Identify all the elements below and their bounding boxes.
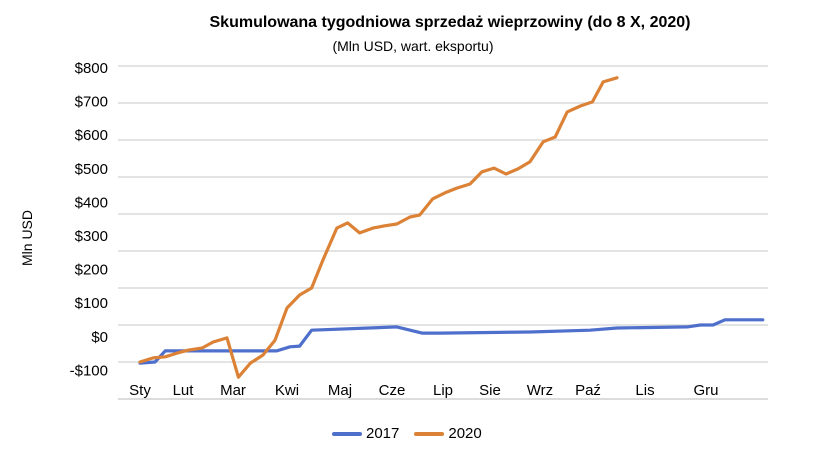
y-tick-label: $100	[75, 295, 108, 312]
y-tick-label: $400	[75, 194, 108, 211]
legend-label-2020: 2020	[448, 425, 482, 442]
x-tick-label: Lut	[173, 382, 195, 399]
series-line-2020	[138, 76, 619, 379]
legend: 2017 2020	[332, 425, 497, 442]
legend-item-2020: 2020	[414, 425, 482, 442]
x-tick-label: Maj	[328, 382, 352, 399]
legend-swatch-2020	[414, 431, 445, 436]
y-tick-label: $500	[75, 161, 108, 178]
y-axis-ticks: $800 $700 $600 $500 $400 $300 $200 $100 $0 -$100	[70, 60, 108, 379]
y-tick-label: $200	[75, 262, 108, 279]
data-series	[138, 76, 765, 379]
y-tick-label: $800	[75, 60, 108, 77]
x-tick-label: Sty	[129, 382, 151, 399]
y-tick-label: $600	[75, 127, 108, 144]
x-tick-label: Cze	[379, 382, 406, 399]
y-tick-label: $700	[75, 94, 108, 111]
y-tick-label: $0	[91, 329, 108, 346]
legend-item-2017: 2017	[332, 425, 399, 442]
legend-label-2017: 2017	[366, 425, 400, 442]
series-line-2017	[138, 318, 765, 365]
x-tick-label: Wrz	[527, 382, 553, 399]
x-tick-label: Kwi	[275, 382, 299, 399]
legend-swatch-2017	[332, 431, 362, 436]
y-tick-label: $300	[75, 228, 108, 245]
x-tick-label: Paź	[575, 382, 601, 399]
y-tick-label: -$100	[70, 362, 108, 379]
x-tick-label: Gru	[693, 382, 718, 399]
gridlines	[118, 65, 768, 400]
x-tick-label: Lis	[635, 382, 654, 399]
x-tick-label: Lip	[433, 382, 453, 399]
x-tick-label: Sie	[479, 382, 501, 399]
x-tick-label: Mar	[220, 382, 246, 399]
chart-title: Skumulowana tygodniowa sprzedaż wieprzow…	[209, 14, 691, 31]
chart-subtitle: (Mln USD, wart. eksportu)	[332, 38, 494, 54]
x-axis-ticks: Sty Lut Mar Kwi Maj Cze Lip Sie Wrz Paź Lis Gru	[129, 382, 718, 399]
